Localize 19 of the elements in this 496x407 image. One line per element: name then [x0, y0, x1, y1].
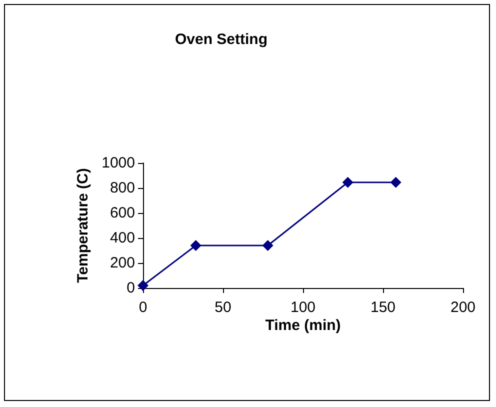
y-tick-label: 1000 [102, 154, 135, 172]
x-tick-label: 0 [138, 299, 148, 316]
point [138, 280, 148, 291]
x-tick-label: 200 [450, 299, 476, 316]
point [390, 176, 402, 188]
point [190, 240, 202, 251]
y-tick-label: 200 [110, 254, 135, 272]
point [342, 176, 354, 188]
x-tick-label: 50 [214, 299, 232, 316]
y-tick-label: 800 [110, 180, 135, 196]
x-axis-title: Time (min) [265, 317, 341, 334]
point [262, 240, 274, 251]
y-axis-title: Temperature (C) [74, 168, 92, 283]
x-tick-label: 100 [290, 299, 316, 316]
x-tick-label: 150 [370, 299, 396, 316]
y-tick-label: 0 [126, 280, 135, 296]
y-tick-label: 600 [110, 204, 135, 222]
y-tick-label: 400 [110, 230, 135, 246]
chart-title: Oven Setting [175, 31, 268, 48]
